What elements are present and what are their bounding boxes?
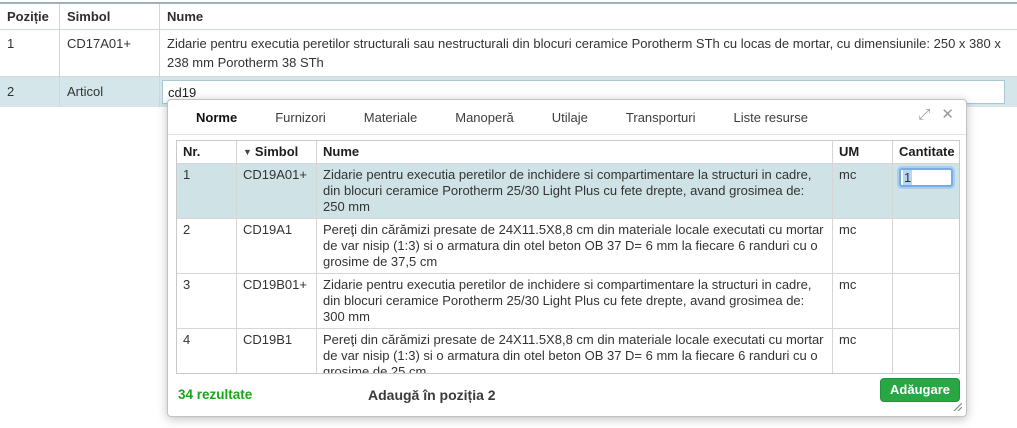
result-simbol: CD19B01+ [237, 274, 317, 328]
tab-manopera[interactable]: Manoperă [455, 109, 514, 125]
add-position-label: Adaugă în poziția 2 [368, 387, 496, 403]
positions-table-header: Poziție Simbol Nume [0, 2, 1017, 30]
column-header-nr[interactable]: Nr. [177, 141, 237, 163]
column-header-nume: Nume [167, 9, 204, 24]
quantity-input[interactable]: 1 [899, 168, 953, 187]
results-count: 34 rezultate [178, 387, 253, 402]
result-nr: 2 [177, 219, 237, 273]
positions-table: Poziție Simbol Nume 1 CD17A01+ Zidarie p… [0, 2, 1017, 107]
result-nr: 3 [177, 274, 237, 328]
expand-icon[interactable]: ⤢ [918, 105, 931, 123]
tab-norme[interactable]: Norme [196, 109, 238, 125]
tab-materiale[interactable]: Materiale [363, 109, 418, 125]
result-row[interactable]: 2 CD19A1 Pereţi din cărămizi presate de … [177, 219, 959, 274]
results-table-header: Nr. ▼ Simbol Nume UM Cantitate [177, 141, 959, 164]
column-header-simbol[interactable]: ▼ Simbol [237, 141, 317, 163]
result-um: mc [833, 274, 893, 328]
column-header-simbol: Simbol [60, 4, 160, 29]
resource-search-popup: Norme Furnizori Materiale Manoperă Utila… [167, 99, 967, 417]
quantity-value: 1 [903, 170, 913, 185]
tab-liste-resurse[interactable]: Liste resurse [733, 109, 808, 125]
column-header-nume[interactable]: Nume [317, 141, 833, 163]
resize-handle-icon[interactable] [952, 401, 962, 411]
result-simbol: CD19B1 [237, 329, 317, 373]
result-um: mc [833, 329, 893, 373]
results-table: Nr. ▼ Simbol Nume UM Cantitate 1 CD19A01+… [176, 140, 960, 374]
popup-window-controls: ⤢ ✕ [918, 107, 954, 122]
row-simbol: Articol [60, 77, 160, 107]
close-icon[interactable]: ✕ [941, 105, 954, 123]
column-header-cantitate[interactable]: Cantitate [899, 144, 955, 159]
result-um: mc [833, 219, 893, 273]
row-nume: Zidarie pentru executia peretilor struct… [167, 36, 1001, 70]
result-nr: 1 [177, 164, 237, 218]
result-nr: 4 [177, 329, 237, 373]
popup-tab-bar: Norme Furnizori Materiale Manoperă Utila… [168, 100, 966, 135]
result-nume: Pereţi din cărămizi presate de 24X11.5X8… [317, 329, 833, 373]
tab-utilaje[interactable]: Utilaje [551, 109, 588, 125]
table-row[interactable]: 1 CD17A01+ Zidarie pentru executia peret… [0, 30, 1017, 77]
result-cantitate-cell[interactable] [893, 219, 959, 273]
row-pozitie: 1 [0, 30, 60, 76]
result-nume: Zidarie pentru executia peretilor de inc… [317, 274, 833, 328]
result-cantitate-cell[interactable] [893, 329, 959, 373]
sort-desc-icon: ▼ [243, 147, 252, 157]
result-simbol: CD19A01+ [237, 164, 317, 218]
add-button[interactable]: Adăugare [880, 378, 960, 402]
result-nume: Zidarie pentru executia peretilor de inc… [317, 164, 833, 218]
row-simbol: CD17A01+ [60, 30, 160, 76]
tab-transporturi[interactable]: Transporturi [625, 109, 696, 125]
result-row-selected[interactable]: 1 CD19A01+ Zidarie pentru executia peret… [177, 164, 959, 219]
result-cantitate-cell[interactable] [893, 274, 959, 328]
result-row[interactable]: 3 CD19B01+ Zidarie pentru executia peret… [177, 274, 959, 329]
tab-furnizori[interactable]: Furnizori [275, 109, 326, 125]
result-row[interactable]: 4 CD19B1 Pereţi din cărămizi presate de … [177, 329, 959, 373]
result-um: mc [833, 164, 893, 218]
result-simbol: CD19A1 [237, 219, 317, 273]
column-header-um[interactable]: UM [833, 141, 893, 163]
row-pozitie: 2 [0, 77, 60, 107]
result-nume: Pereţi din cărămizi presate de 24X11.5X8… [317, 219, 833, 273]
column-header-pozitie: Poziție [0, 4, 60, 29]
result-cantitate-cell: 1 [893, 164, 959, 218]
